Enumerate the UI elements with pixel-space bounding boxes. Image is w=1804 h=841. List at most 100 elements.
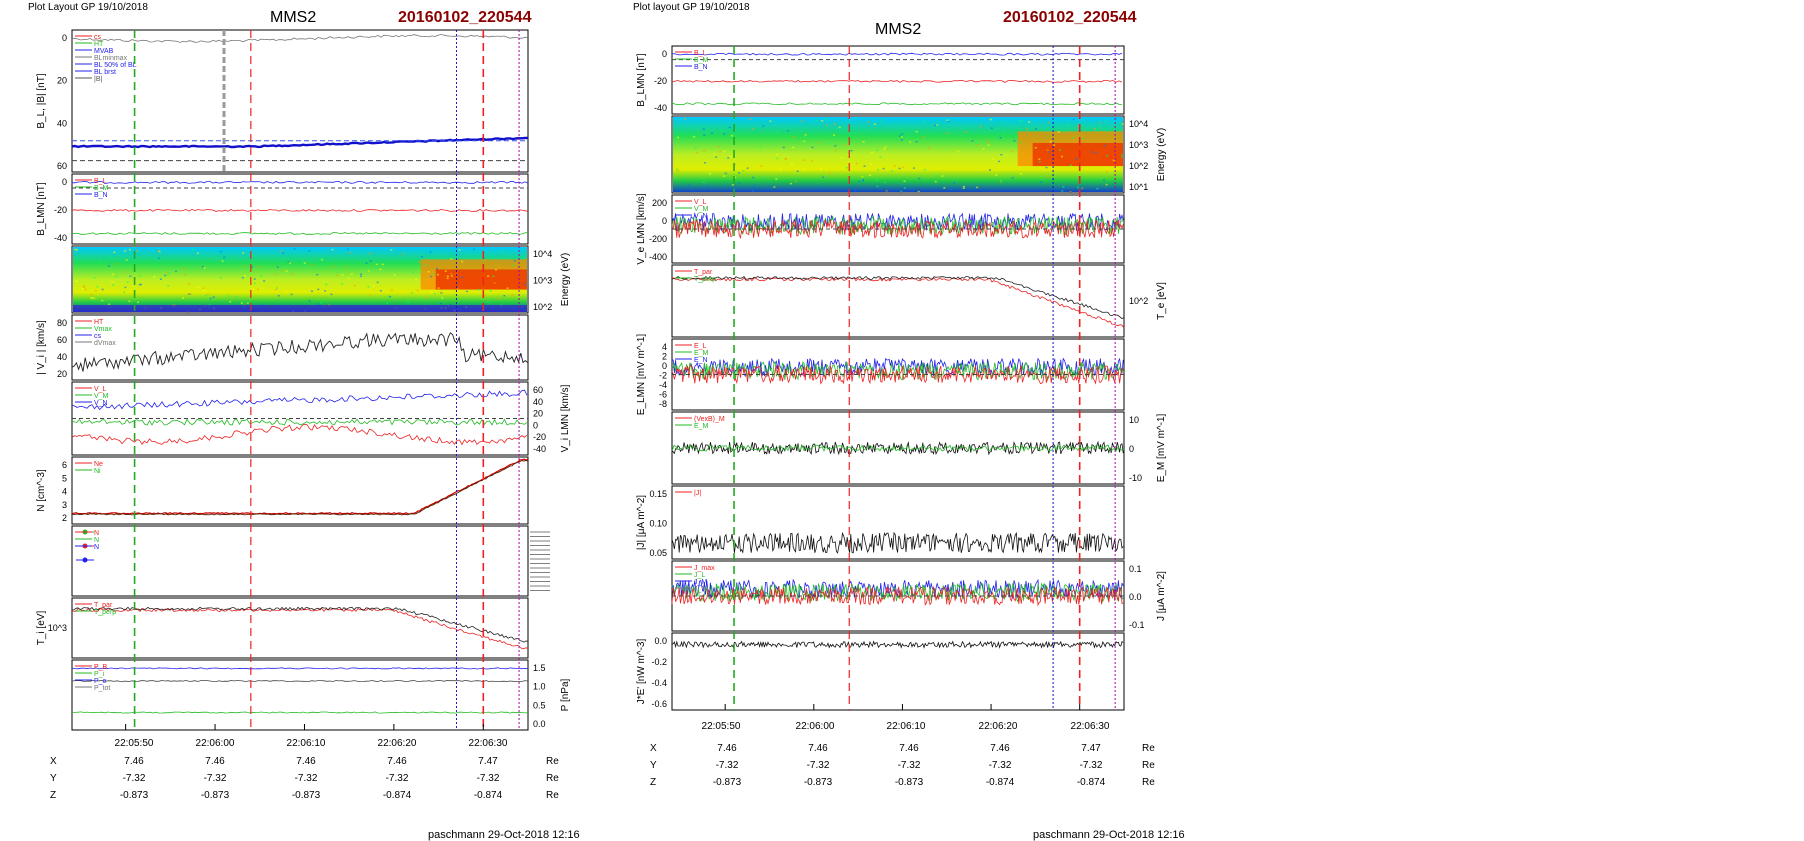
spectrogram-pixel [240,302,243,304]
spectrogram-pixel [256,288,259,291]
spectrogram-pixel [934,180,937,183]
right-time-tick: 22:06:00 [796,721,835,732]
spectrogram-pixel [458,248,461,251]
spectrogram-pixel [439,302,442,305]
spectrogram-pixel [918,177,921,180]
coord-value: -0.873 [201,790,230,801]
spectrogram-pixel [123,271,126,273]
Ne-series [71,458,529,515]
JdotE-series [671,640,1124,649]
y-axis-label: P [nPa] [560,678,571,711]
spectrogram-pixel [369,260,372,262]
spectrogram-pixel [512,264,515,267]
y-axis-label: V_i LMN [km/s] [560,384,571,452]
spectrogram-pixel [436,267,439,270]
spectrogram-pixel [367,270,370,272]
y-tick-label: 10^2 [533,302,552,312]
Ti-perp-series [71,606,529,643]
legend-label: E_M [694,350,709,357]
spectrogram-pixel [734,176,737,179]
spectrogram-pixel [381,263,384,266]
spectrogram-pixel [101,288,104,291]
spectrogram-pixel [196,252,199,255]
spectrogram-pixel [285,270,288,272]
spectrogram-pixel [498,266,501,268]
spectrogram-pixel [879,156,882,158]
spectrogram-pixel [786,130,789,132]
spectrogram-pixel [90,297,93,299]
y-tick-label: 20 [533,409,543,419]
y-tick-label: -0.6 [651,699,667,709]
spectrogram-pixel [379,268,382,271]
spectrogram-pixel [1059,149,1062,151]
spectrogram-pixel [203,266,206,269]
spectrogram-pixel [1015,135,1018,138]
spectrogram-pixel [345,266,348,268]
legend-label: J_N [694,586,706,593]
spectrogram-pixel [379,289,382,292]
coord-unit: Re [1142,743,1155,754]
spectrogram-pixel [917,190,920,193]
y-tick-label: 3 [62,500,67,510]
left-layout-label: Plot Layout GP 19/10/2018 [28,2,148,13]
spectrogram-pixel [129,275,132,278]
coord-value: 7.46 [990,743,1010,754]
spectrogram-pixel [723,133,726,135]
spectrogram-pixel [976,144,979,146]
Vi_LMN-series-2 [71,423,528,446]
spectrogram-pixel [506,287,509,289]
spectrogram-pixel [962,185,965,188]
coord-label: Y [50,773,57,784]
spectrogram-pixel [202,290,205,292]
spectrogram-pixel [281,269,284,272]
legend-label: P_tot [94,685,110,692]
spectrogram-pixel [331,265,334,268]
spectrogram-pixel [219,250,222,253]
spectrogram-hot-core [1032,142,1123,167]
coord-value: -7.32 [386,773,409,784]
spectrogram-pixel [907,135,910,138]
spectrogram-pixel [1011,176,1014,179]
panel-absJ: 0.15 0.10 0.05|J| [μA m^-2] |J| [636,485,1125,560]
spectrogram-pixel [290,293,293,296]
spectrogram-pixel [282,252,285,254]
spectrogram-pixel [456,288,459,290]
legend-label: HT [94,41,104,48]
spectrogram-pixel [759,146,762,148]
legend-label: Ne [94,461,103,468]
spectrogram-pixel [280,250,283,252]
spectrogram-pixel [792,135,795,138]
left-time-tick: 22:06:30 [469,738,508,749]
y-tick-label: -20 [54,205,67,215]
spectrogram-pixel [720,129,723,132]
spectrogram-pixel [876,149,879,152]
y-axis-label: T_e [eV] [1156,282,1167,320]
left-position-table: X 7.46 7.46 7.46 7.46 7.47 Re Y -7.32 -7… [50,756,559,801]
spectrogram-pixel [863,165,866,167]
coord-unit: Re [546,773,559,784]
coord-label: Z [650,777,656,788]
coord-value: -0.874 [383,790,412,801]
spectrogram-pixel [1066,139,1069,142]
left-time-tick: 22:06:00 [196,738,235,749]
y-tick-label: 10^3 [1129,140,1148,150]
spectrogram-low-band [73,305,527,312]
spectrogram-pixel [731,184,734,186]
panel-frame [71,173,529,245]
legend-label: V_M [94,393,109,400]
spectrogram-pixel [1057,131,1060,133]
spectrogram-pixel [110,255,113,258]
right-time-tick: 22:06:10 [887,721,926,732]
spectrogram-pixel [870,152,873,154]
spectrogram-pixel [353,284,356,287]
y-tick-label: -8 [659,399,667,409]
spectrogram-pixel [1072,118,1075,121]
spectrogram-pixel [209,297,212,300]
spectrogram-pixel [83,286,86,289]
y-axis-label: |J| [μA m^-2] [636,495,647,550]
spectrogram-pixel [850,149,853,152]
y-tick-label: 0.0 [1129,592,1142,602]
y-tick-label: 0.15 [649,489,667,499]
